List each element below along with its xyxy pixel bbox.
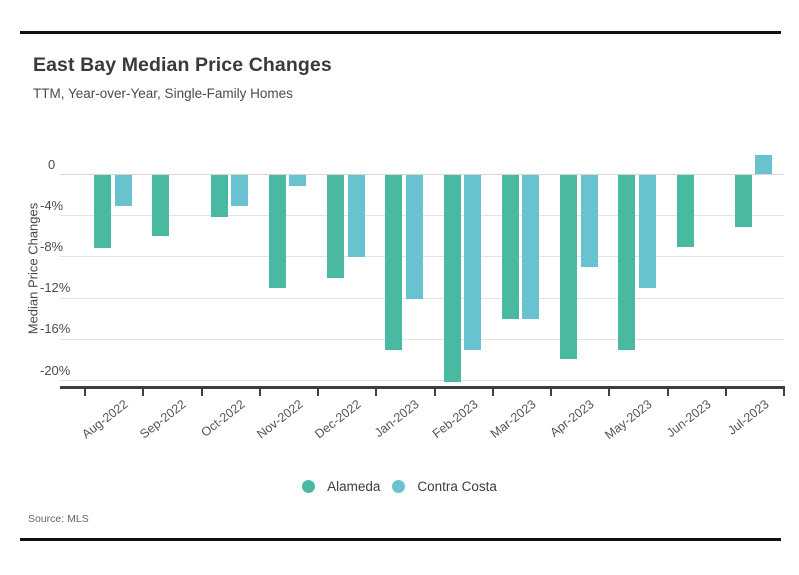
legend-item-contra-costa: Contra Costa [392, 479, 497, 494]
y-tick-label: 0 [48, 156, 56, 172]
legend-item-alameda: Alameda [302, 479, 380, 494]
chart-subtitle: TTM, Year-over-Year, Single-Family Homes [33, 86, 293, 101]
x-axis-tick [258, 389, 261, 396]
bar-alameda-apr-2023 [560, 174, 577, 359]
gridline--16% [60, 338, 784, 340]
x-axis-tick [84, 389, 86, 396]
source-note: Source: MLS [28, 513, 89, 525]
bar-contra-costa-aug-2022 [114, 174, 132, 207]
bar-alameda-oct-2022 [210, 174, 228, 217]
chart-title: East Bay Median Price Changes [33, 54, 332, 76]
x-axis-tick [491, 389, 494, 396]
bar-alameda-may-2023 [618, 174, 636, 350]
bar-alameda-mar-2023 [501, 174, 519, 319]
x-axis-tick [666, 389, 669, 396]
bottom-rule [20, 538, 781, 541]
bar-contra-costa-jul-2023 [755, 154, 773, 175]
bar-contra-costa-apr-2023 [580, 174, 598, 268]
y-tick-label: -12% [40, 280, 71, 296]
bar-alameda-feb-2023 [443, 174, 461, 382]
bar-contra-costa-jan-2023 [405, 174, 423, 300]
legend-label-alameda: Alameda [327, 479, 381, 494]
y-tick-label: -16% [40, 321, 71, 337]
bar-alameda-jun-2023 [676, 174, 694, 247]
x-axis-tick [783, 389, 785, 396]
y-tick-label: -20% [40, 362, 71, 378]
top-rule [20, 31, 781, 34]
x-axis-tick [375, 389, 378, 396]
legend-dot-alameda-icon [302, 480, 316, 493]
bar-alameda-jan-2023 [385, 174, 403, 350]
legend-label-contra-costa: Contra Costa [417, 479, 497, 494]
x-axis-line [60, 386, 785, 389]
x-axis-tick [724, 389, 727, 396]
bar-contra-costa-mar-2023 [522, 174, 540, 319]
x-axis-tick [200, 389, 203, 396]
bar-alameda-aug-2022 [94, 174, 111, 248]
legend-dot-contra-costa-icon [392, 480, 406, 493]
bar-alameda-nov-2022 [268, 174, 286, 288]
bar-contra-costa-dec-2022 [347, 174, 365, 257]
x-axis-tick [608, 389, 611, 396]
bar-alameda-jul-2023 [734, 174, 752, 228]
bar-contra-costa-oct-2022 [231, 174, 248, 207]
x-axis-tick [142, 389, 145, 396]
x-axis-tick [317, 389, 319, 396]
y-tick-label: -4% [40, 197, 64, 213]
x-axis-tick [433, 389, 436, 396]
bar-contra-costa-may-2023 [638, 174, 656, 288]
y-tick-label: -8% [40, 238, 64, 254]
bar-contra-costa-feb-2023 [464, 174, 481, 350]
x-axis-tick [550, 389, 552, 396]
bar-alameda-dec-2022 [327, 174, 344, 278]
gridline--20% [60, 380, 784, 381]
legend: Alameda Contra Costa [0, 479, 799, 494]
bar-alameda-sep-2022 [152, 174, 170, 237]
bar-contra-costa-nov-2022 [289, 174, 307, 186]
